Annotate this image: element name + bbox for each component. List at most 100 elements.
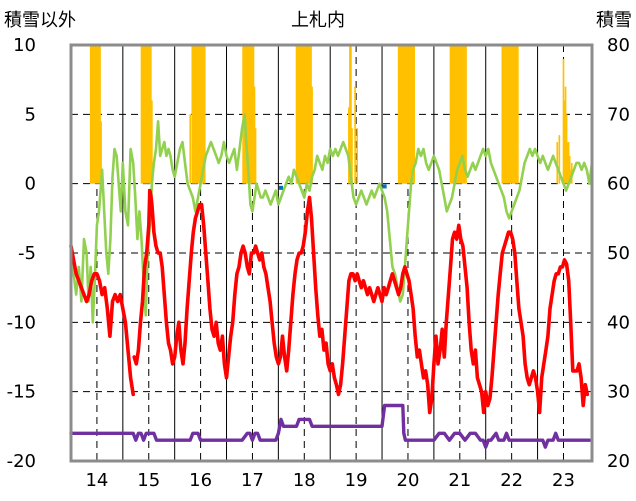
precipitation-bar: [146, 45, 149, 184]
precipitation-bar: [410, 45, 412, 184]
precipitation-bar: [97, 45, 99, 184]
precipitation-bar: [450, 45, 453, 184]
precipitation-bar: [461, 45, 463, 184]
precipitation-bar: [200, 45, 203, 184]
precipitation-bar: [464, 45, 466, 184]
precipitation-bar: [349, 45, 351, 184]
precipitation-bar: [194, 45, 197, 184]
precipitation-bar: [251, 45, 254, 184]
precipitation-bar: [511, 45, 514, 184]
precipitation-bar: [516, 45, 518, 184]
precipitation-bar: [356, 128, 358, 184]
precipitation-bar: [451, 45, 454, 184]
precipitation-bar: [248, 45, 251, 184]
precipitation-bar: [350, 45, 352, 184]
precipitation-bar: [189, 114, 192, 184]
precipitation-bar: [96, 45, 98, 184]
precipitation-bar: [455, 45, 458, 184]
precipitation-bar: [199, 45, 202, 184]
right-axis-label: 積雪: [596, 10, 632, 31]
precipitation-bar: [412, 45, 414, 184]
precipitation-bar: [510, 45, 513, 184]
precipitation-bar: [311, 86, 313, 184]
precipitation-bar: [449, 45, 452, 184]
precipitation-bar: [400, 45, 403, 184]
precipitation-bar: [509, 45, 512, 184]
precipitation-bar: [140, 45, 143, 184]
precipitation-bar: [408, 45, 410, 184]
precipitation-bar: [309, 45, 311, 184]
x-tick-label: 20: [397, 470, 420, 491]
precipitation-bar: [202, 45, 205, 184]
plot-border: [69, 43, 594, 463]
precipitation-bar: [90, 45, 93, 184]
precipitation-bar: [405, 45, 407, 184]
precipitation-bar: [397, 45, 400, 184]
precipitation-bar: [399, 45, 402, 184]
left-tick-label: -5: [18, 243, 36, 264]
precipitation-bar: [151, 100, 153, 184]
precipitation-bar: [501, 45, 504, 184]
precipitation-bar: [456, 45, 459, 184]
left-tick-label: 5: [25, 104, 36, 125]
precipitation-bar: [502, 45, 505, 184]
x-tick-label: 19: [345, 470, 368, 491]
precipitation-bar: [558, 135, 561, 184]
precipitation-bar: [454, 45, 457, 184]
precipitation-bar: [514, 45, 517, 184]
right-tick-label: 80: [607, 35, 630, 56]
precipitation-bar: [504, 45, 507, 184]
temperature-line: [69, 188, 590, 415]
precipitation-bar: [242, 45, 244, 184]
precipitation-bar: [409, 45, 411, 184]
precipitation-bar: [507, 45, 510, 184]
precipitation-bar: [198, 45, 201, 184]
precipitation-bar: [250, 45, 253, 184]
precipitation-bar: [567, 142, 570, 184]
precipitation-bar: [513, 45, 516, 184]
left-tick-label: -15: [7, 382, 36, 403]
precipitation-bar: [303, 45, 306, 184]
precipitation-bar: [305, 45, 307, 184]
precipitation-bar: [402, 45, 405, 184]
precipitation-bar: [563, 100, 566, 184]
precipitation-bar: [295, 45, 298, 184]
precipitation-bar: [148, 45, 151, 184]
precipitation-bar: [452, 45, 455, 184]
precipitation-bar: [413, 45, 416, 184]
point-markers: [278, 184, 387, 190]
precipitation-bar: [406, 45, 408, 184]
precipitation-bar: [556, 142, 559, 184]
precipitation-bar: [142, 45, 145, 184]
precipitation-bar: [296, 45, 299, 184]
precipitation-bar: [407, 45, 409, 184]
precipitation-bar: [144, 45, 147, 184]
precipitation-bar: [253, 86, 256, 184]
x-tick-label: 21: [448, 470, 471, 491]
precipitation-bar: [197, 45, 200, 184]
precipitation-bar: [91, 45, 94, 184]
precipitation-bar: [92, 45, 95, 184]
precipitation-bar: [302, 45, 305, 184]
precipitation-bar: [401, 45, 404, 184]
precipitation-bar: [298, 45, 301, 184]
precipitation-bar: [254, 128, 257, 184]
x-tick-label: 23: [552, 470, 575, 491]
precipitation-bar: [508, 45, 511, 184]
precipitation-bar: [147, 45, 150, 184]
precipitation-bar: [307, 45, 309, 184]
data-marker: [278, 185, 283, 190]
precipitation-bar: [348, 107, 350, 184]
precipitation-bar: [465, 45, 467, 184]
precipitation-bar: [512, 45, 515, 184]
left-tick-label: -20: [7, 451, 36, 472]
precipitation-bar: [562, 58, 565, 184]
precipitation-bar: [462, 45, 464, 184]
precipitation-bar: [398, 45, 401, 184]
precipitation-bar: [306, 45, 308, 184]
precipitation-bar: [565, 114, 568, 184]
precipitation-bar: [98, 45, 100, 184]
precipitation-bar: [404, 45, 406, 184]
precipitation-bar: [457, 45, 460, 184]
